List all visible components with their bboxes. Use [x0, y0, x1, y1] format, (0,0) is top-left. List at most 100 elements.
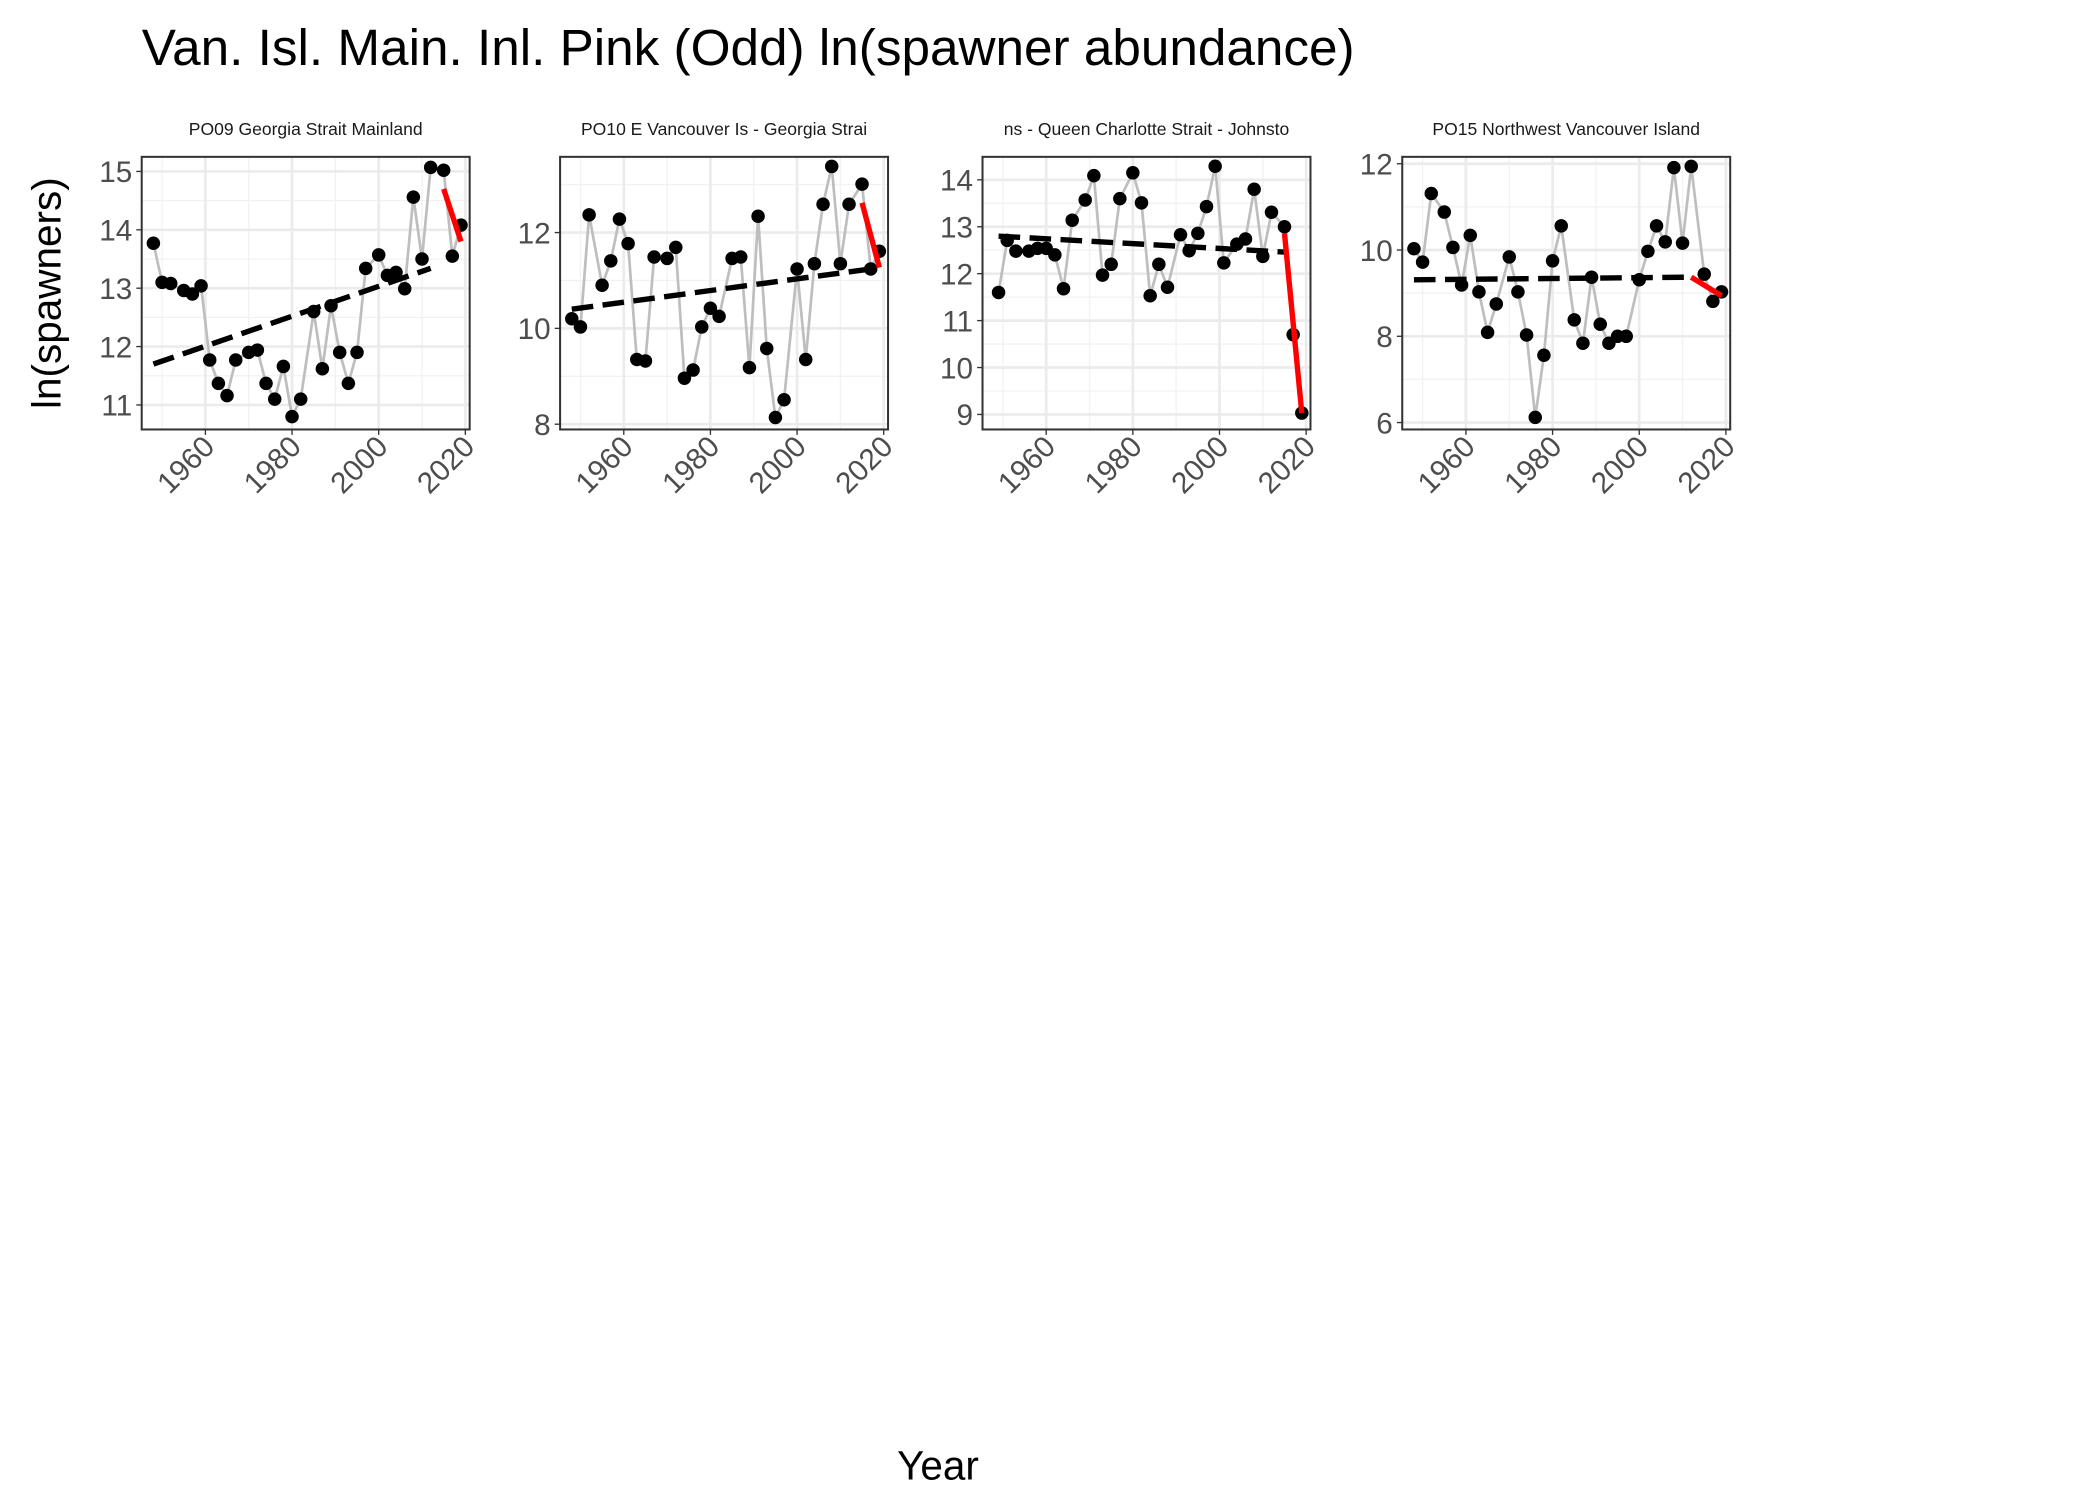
data-point: [1199, 199, 1214, 214]
data-point: [768, 410, 783, 425]
y-tick-label: 13: [99, 273, 132, 306]
facet: ns - Queen Charlotte Strait - Johnsto 9 10…: [940, 119, 1322, 500]
data-point: [759, 341, 774, 356]
y-tick-label: 10: [1360, 235, 1393, 268]
panel-border: [140, 155, 471, 431]
data-point: [306, 304, 321, 319]
data-point: [1706, 294, 1720, 309]
panel-border: [559, 155, 890, 431]
data-point: [1675, 236, 1690, 250]
data-point: [1160, 280, 1175, 295]
data-point: [1537, 348, 1551, 363]
trend-line: [571, 266, 872, 312]
y-tick-label: 12: [518, 217, 551, 250]
data-point: [1528, 410, 1542, 425]
data-point: [1113, 191, 1127, 206]
data-point: [1593, 317, 1607, 331]
data-point: [733, 250, 748, 264]
data-point: [1667, 160, 1681, 175]
data-point: [833, 256, 848, 271]
data-point: [1545, 254, 1560, 268]
recent-trend-line: [859, 202, 882, 269]
data-point: [742, 360, 757, 375]
data-point: [777, 393, 791, 407]
data-point: [1472, 285, 1486, 299]
data-point: [1126, 166, 1140, 180]
data-point: [1437, 205, 1452, 219]
y-tick-label: 6: [1376, 407, 1393, 440]
data-point: [660, 251, 674, 266]
data-point: [565, 312, 579, 326]
data-point: [1247, 182, 1261, 196]
data-point: [842, 197, 856, 212]
data-point: [220, 388, 234, 403]
data-point: [285, 409, 299, 424]
data-point: [332, 345, 347, 360]
data-point: [1152, 257, 1166, 272]
data-point: [1000, 233, 1014, 248]
y-tick-label: 8: [534, 409, 551, 442]
trend-line: [1413, 274, 1692, 283]
data-point: [1295, 406, 1309, 420]
y-tick-label: 13: [940, 212, 973, 245]
plot-area: [146, 160, 468, 424]
data-point: [1454, 278, 1469, 292]
data-point: [1182, 243, 1196, 258]
plot-area: [1407, 159, 1729, 425]
data-point: [816, 197, 830, 212]
data-point: [1104, 257, 1118, 272]
facet-title: ns - Queen Charlotte Strait - Johnsto: [1004, 119, 1290, 139]
data-point: [341, 376, 356, 391]
data-point: [293, 392, 308, 406]
data-point: [807, 256, 822, 271]
y-tick-label: 10: [518, 313, 551, 346]
y-tick-label: 12: [940, 258, 973, 291]
data-point: [1519, 328, 1534, 342]
data-point: [1424, 186, 1439, 201]
data-point: [1649, 219, 1664, 233]
chart-title: Van. Isl. Main. Inl. Pink (Odd) ln(spawn…: [142, 19, 1355, 76]
data-point: [259, 376, 273, 391]
data-point: [250, 343, 265, 357]
data-point: [1619, 329, 1633, 344]
data-point: [1173, 227, 1188, 242]
data-point: [1277, 220, 1292, 234]
data-point: [1489, 297, 1504, 311]
data-point: [1048, 248, 1062, 262]
data-point: [445, 249, 460, 263]
y-tick-label: 11: [942, 305, 973, 338]
data-point: [1191, 226, 1205, 241]
data-point: [1095, 268, 1110, 282]
data-point: [1480, 325, 1495, 340]
data-point: [1567, 313, 1581, 327]
facet-title: PO09 Georgia Strait Mainland: [189, 119, 423, 139]
trend-line: [152, 265, 432, 367]
data-point: [1502, 250, 1517, 264]
data-point: [1087, 168, 1101, 183]
y-tick-label: 9: [957, 399, 974, 432]
data-point: [146, 236, 161, 250]
data-point: [669, 240, 683, 255]
data-point: [1554, 219, 1568, 233]
data-point: [350, 345, 364, 360]
data-point: [228, 353, 243, 367]
data-point: [1134, 196, 1149, 210]
plot-area: [991, 159, 1309, 420]
data-point: [1658, 235, 1672, 249]
x-axis-label: Year: [897, 1442, 979, 1488]
data-point: [185, 287, 200, 301]
recent-trend-line: [1281, 233, 1305, 414]
y-tick-label: 10: [940, 352, 973, 385]
y-tick-label: 12: [99, 331, 132, 364]
data-point: [1446, 240, 1460, 255]
recent-trend-line: [441, 188, 464, 243]
data-point: [1208, 159, 1222, 173]
series-line: [1412, 166, 1723, 418]
data-point: [1632, 273, 1646, 287]
y-axis-label: ln(spawners): [24, 177, 70, 409]
data-point: [1684, 159, 1698, 174]
data-point: [194, 279, 208, 293]
y-tick-label: 14: [940, 165, 973, 198]
data-point: [389, 265, 403, 280]
